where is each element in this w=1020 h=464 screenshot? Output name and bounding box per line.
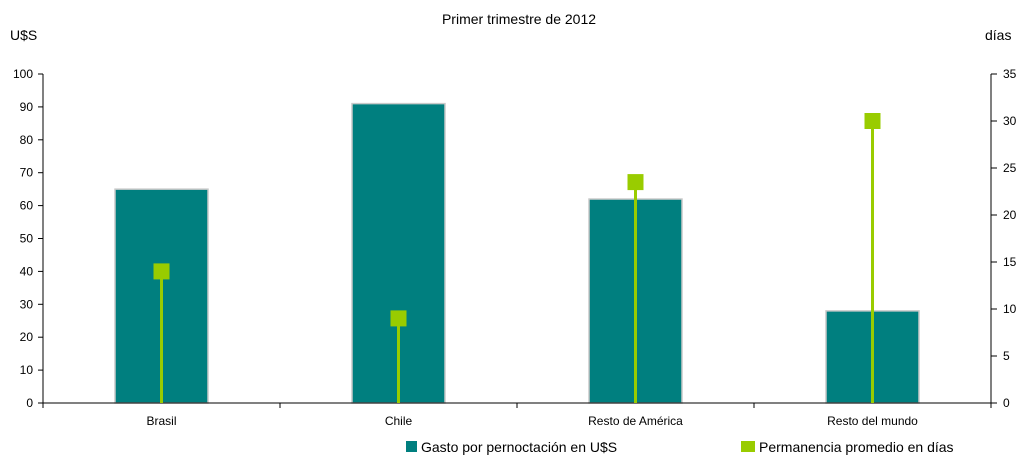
y-right-tick-label-0: 0 bbox=[1003, 396, 1010, 410]
x-tick-label-3: Resto del mundo bbox=[827, 414, 918, 428]
y-left-tick-label-90: 90 bbox=[20, 100, 34, 114]
stem-marker-3 bbox=[864, 113, 881, 129]
legend-swatch-bar bbox=[406, 441, 417, 452]
y-left-tick-label-20: 20 bbox=[20, 330, 34, 344]
plot-area: 0 10 20 30 40 50 60 70 80 90 100 0 5 10 15 20 25 30 35 Bras… bbox=[13, 67, 1017, 428]
stem-marker-2 bbox=[627, 174, 644, 191]
y-left-tick-label-60: 60 bbox=[20, 199, 34, 213]
y-left-tick-label-70: 70 bbox=[20, 166, 34, 180]
legend-label-bar: Gasto por pernoctación en U$S bbox=[421, 439, 617, 455]
y-axis-right-label: días bbox=[985, 27, 1011, 43]
y-left-tick-label-30: 30 bbox=[20, 297, 34, 311]
x-tick-label-1: Chile bbox=[385, 414, 413, 428]
y-right-tick-label-20: 20 bbox=[1003, 208, 1017, 222]
chart-subtitle: Primer trimestre de 2012 bbox=[442, 11, 596, 27]
x-tick-label-0: Brasil bbox=[146, 414, 176, 428]
y-right-tick-label-10: 10 bbox=[1003, 302, 1017, 316]
y-left-tick-label-100: 100 bbox=[13, 67, 33, 81]
y-right-tick-label-25: 25 bbox=[1003, 161, 1017, 175]
y-right-tick-label-35: 35 bbox=[1003, 67, 1017, 81]
y-axis-left-label: U$S bbox=[10, 27, 37, 43]
y-right-tick-label-30: 30 bbox=[1003, 114, 1017, 128]
legend-swatch-stem bbox=[741, 441, 755, 452]
legend-label-stem: Permanencia promedio en días bbox=[759, 439, 954, 455]
y-left-tick-label-40: 40 bbox=[20, 264, 34, 278]
y-right-tick-label-5: 5 bbox=[1003, 349, 1010, 363]
y-right-tick-label-15: 15 bbox=[1003, 255, 1017, 269]
x-tick-label-2: Resto de América bbox=[588, 414, 683, 428]
y-left-tick-label-0: 0 bbox=[26, 396, 33, 410]
y-left-tick-label-10: 10 bbox=[20, 363, 34, 377]
stem-marker-0 bbox=[153, 263, 170, 280]
y-left-tick-label-50: 50 bbox=[20, 232, 34, 246]
y-left-tick-label-80: 80 bbox=[20, 133, 34, 147]
stem-marker-1 bbox=[390, 310, 407, 327]
legend: Gasto por pernoctación en U$S Permanencia… bbox=[406, 439, 954, 455]
